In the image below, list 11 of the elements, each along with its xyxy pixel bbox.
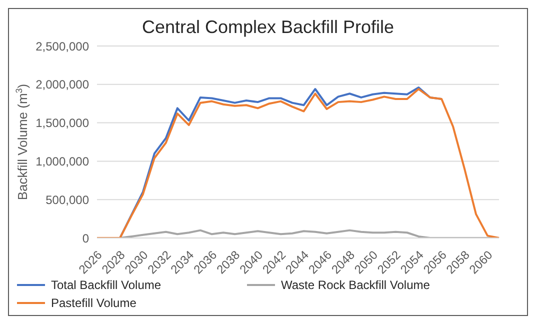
y-tick-label: 500,000 bbox=[46, 192, 90, 207]
y-tick-label: 2,500,000 bbox=[36, 39, 90, 54]
y-tick-label: 0 bbox=[82, 231, 90, 246]
legend-label: Pastefill Volume bbox=[51, 296, 136, 310]
y-tick-label: 1,500,000 bbox=[36, 116, 90, 130]
y-tick-label: 2,000,000 bbox=[36, 78, 90, 92]
legend-label: Waste Rock Backfill Volume bbox=[281, 278, 430, 292]
chart-title: Central Complex Backfill Profile bbox=[140, 17, 396, 38]
line-series bbox=[96, 88, 500, 238]
y-tick-label: 1,000,000 bbox=[36, 154, 90, 168]
legend-label: Total Backfill Volume bbox=[51, 278, 162, 292]
